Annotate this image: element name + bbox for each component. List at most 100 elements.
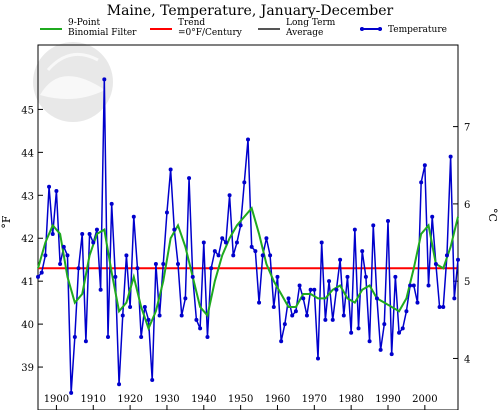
x-tick-label: 1940 xyxy=(191,394,216,405)
plot-frame xyxy=(37,44,459,410)
y-axis-celsius: 4 5 6 7 xyxy=(453,123,470,365)
temperature-point xyxy=(408,283,413,288)
temperature-point xyxy=(223,240,228,245)
temperature-point xyxy=(39,270,44,275)
legend-label-line: Trend xyxy=(178,18,205,28)
legend-label-line: Average xyxy=(285,28,323,38)
temperature-point xyxy=(290,313,295,318)
temperature-point xyxy=(43,253,48,258)
x-tick-label: 1950 xyxy=(228,394,253,405)
binomial-filter-line xyxy=(37,206,459,332)
legend-label-line: =0°F/Century xyxy=(178,28,243,38)
temperature-point xyxy=(433,262,438,266)
temperature-point xyxy=(176,262,180,266)
temperature-point xyxy=(157,313,162,318)
temperature-point xyxy=(338,257,343,262)
temperature-point xyxy=(411,283,416,288)
temperature-point xyxy=(363,274,368,279)
temperature-point xyxy=(316,356,320,361)
temperature-point xyxy=(308,287,313,292)
legend-label: Trend =0°F/Century xyxy=(178,18,243,38)
temperature-point xyxy=(65,253,70,258)
temperature-point xyxy=(128,304,133,309)
temperature-point xyxy=(142,304,147,309)
temperature-point xyxy=(279,339,284,344)
temperature-point xyxy=(83,339,88,344)
temperature-point xyxy=(452,296,457,301)
temperature-point xyxy=(120,313,125,318)
temperature-point xyxy=(61,244,66,249)
temperature-point xyxy=(212,249,217,254)
temperature-point xyxy=(415,300,420,305)
temperature-point xyxy=(87,231,92,236)
temperature-point xyxy=(268,253,273,258)
temperature-point xyxy=(430,214,435,219)
temperature-point xyxy=(187,176,192,181)
temperature-point xyxy=(238,223,243,228)
temperature-point xyxy=(293,309,298,314)
legend-label-line: Long Term xyxy=(286,18,336,28)
temperature-point xyxy=(323,317,328,322)
y-tick-label-celsius: 6 xyxy=(464,200,470,211)
temperature-point xyxy=(117,382,122,387)
temperature-point xyxy=(448,154,453,159)
legend: 9-Point Binomial Filter Trend =0°F/Century L… xyxy=(40,18,447,38)
temperature-point xyxy=(334,287,339,292)
temperature-point xyxy=(275,274,280,279)
legend-label: Temperature xyxy=(388,25,447,35)
temperature-point xyxy=(400,326,405,331)
temperature-point xyxy=(397,330,402,335)
temperature-point xyxy=(113,274,118,279)
temperature-point xyxy=(246,137,250,142)
temperature-point xyxy=(153,262,158,266)
temperature-point xyxy=(183,296,188,301)
temperature-point xyxy=(456,257,460,262)
y-tick-label-fahrenheit: 40 xyxy=(21,320,34,331)
legend-label-line: 9-Point xyxy=(68,18,101,28)
y-axis-label-celsius: °C xyxy=(486,208,499,222)
temperature-point xyxy=(312,287,317,292)
temperature-point xyxy=(124,253,129,258)
x-tick-label: 1900 xyxy=(44,394,69,405)
temperature-point xyxy=(286,296,291,301)
temperature-point xyxy=(404,309,409,314)
temperature-point xyxy=(106,335,110,339)
y-tick-label-fahrenheit: 42 xyxy=(21,234,34,245)
temperature-point xyxy=(393,274,398,279)
temperature-line xyxy=(37,79,459,393)
temperature-point xyxy=(444,253,449,258)
y-tick-label-fahrenheit: 44 xyxy=(21,148,34,159)
temperature-point xyxy=(161,262,166,266)
y-tick-label-celsius: 7 xyxy=(464,123,470,134)
y-tick-label-fahrenheit: 43 xyxy=(21,191,34,202)
y-tick-label-celsius: 4 xyxy=(464,354,470,365)
y-tick-label-fahrenheit: 41 xyxy=(21,277,34,288)
temperature-point xyxy=(356,326,361,331)
temperature-point xyxy=(304,313,309,318)
temperature-point xyxy=(419,180,424,185)
temperature-point xyxy=(91,240,96,245)
temperature-point xyxy=(367,339,372,344)
temperature-point xyxy=(349,330,354,335)
temperature-point xyxy=(220,236,225,241)
legend-label: Long Term Average xyxy=(285,18,336,38)
temperature-point xyxy=(231,253,236,258)
temperature-point xyxy=(50,231,55,236)
y-tick-label-celsius: 5 xyxy=(464,277,470,288)
temperature-point xyxy=(47,184,52,189)
temperature-point xyxy=(382,322,387,327)
temperature-point xyxy=(69,390,74,395)
temperature-point xyxy=(257,300,262,305)
temperature-point xyxy=(249,244,254,249)
temperature-point xyxy=(135,266,140,271)
legend-marker xyxy=(378,27,382,31)
x-tick-label: 1960 xyxy=(265,394,290,405)
temperature-point xyxy=(146,317,151,322)
temperature-point xyxy=(345,274,350,279)
temperature-point xyxy=(264,236,269,241)
temperature-point xyxy=(58,262,63,266)
x-tick-label: 1990 xyxy=(375,394,400,405)
x-tick-label: 2000 xyxy=(412,394,437,405)
x-tick-label: 1970 xyxy=(302,394,327,405)
